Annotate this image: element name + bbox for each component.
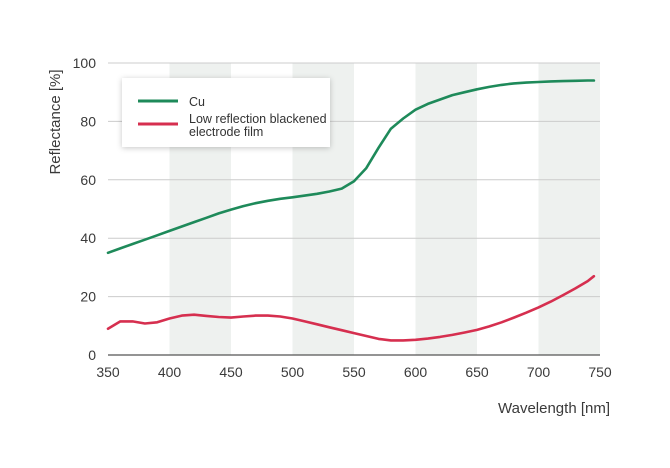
x-tick-label: 750 bbox=[588, 364, 612, 380]
legend-entry-blackened-film: Low reflection blackened electrode film bbox=[189, 112, 327, 139]
y-axis-label: Reflectance [%] bbox=[47, 69, 64, 174]
x-tick-labels: 350 400 450 500 550 600 650 700 750 bbox=[96, 364, 612, 380]
y-tick-label: 60 bbox=[80, 172, 96, 188]
x-tick-label: 700 bbox=[527, 364, 551, 380]
series-line-1 bbox=[106, 274, 596, 342]
series-line-0 bbox=[106, 79, 596, 255]
y-tick-label: 20 bbox=[80, 289, 96, 305]
x-tick-label: 550 bbox=[342, 364, 366, 380]
x-tick-label: 350 bbox=[96, 364, 120, 380]
shaded-band-3 bbox=[538, 63, 600, 355]
x-tick-label: 450 bbox=[219, 364, 243, 380]
y-tick-label: 80 bbox=[80, 113, 96, 129]
x-tick-label: 400 bbox=[158, 364, 182, 380]
series-lines bbox=[106, 79, 596, 342]
x-tick-label: 500 bbox=[281, 364, 305, 380]
y-tick-labels: 0 20 40 60 80 100 bbox=[73, 55, 97, 363]
legend-box bbox=[122, 78, 330, 147]
x-tick-label: 600 bbox=[404, 364, 428, 380]
x-axis-label: Wavelength [nm] bbox=[498, 400, 610, 417]
y-tick-label: 0 bbox=[88, 347, 96, 363]
y-tick-label: 100 bbox=[73, 55, 97, 71]
shaded-band-2 bbox=[415, 63, 477, 355]
legend: Cu Low reflection blackened electrode fil… bbox=[122, 78, 330, 147]
x-tick-label: 650 bbox=[465, 364, 489, 380]
y-tick-label: 40 bbox=[80, 230, 96, 246]
legend-entry-cu: Cu bbox=[189, 95, 205, 109]
